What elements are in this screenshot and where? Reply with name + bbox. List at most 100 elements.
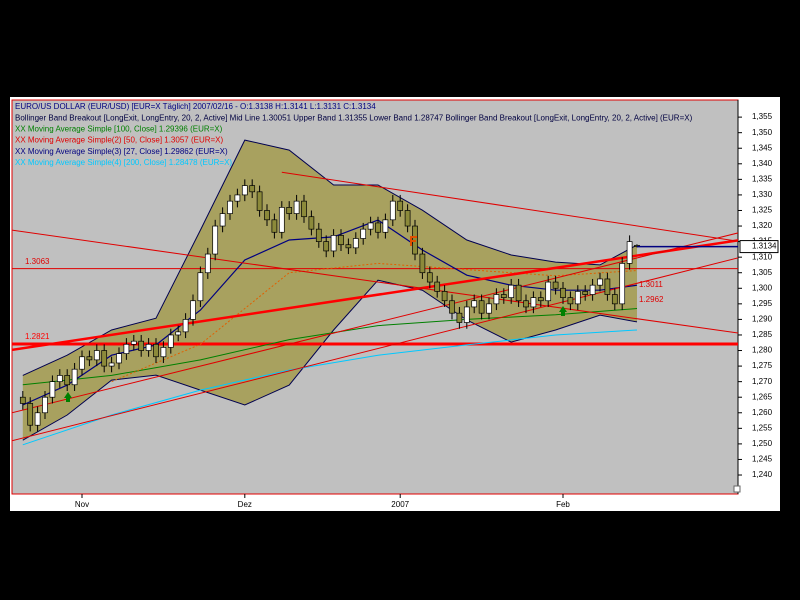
candle-body [271,219,278,233]
y-tick-label: 1,240 [752,470,773,479]
candle-body [175,331,182,336]
candle-body [604,278,611,295]
candle-body [227,200,233,214]
candle-body [486,303,492,314]
candle-body [426,272,433,283]
y-tick-label: 1,295 [752,299,773,308]
trend-line [12,257,738,442]
candle-body [204,253,211,274]
candle-body [123,343,130,354]
x-tick-label: 2007 [391,500,409,509]
candle-body [323,241,330,252]
candle-body [626,241,633,264]
candle-body [537,297,544,302]
y-tick-label: 1,250 [752,439,773,448]
legend-entry: Bollinger Band Breakout [LongExit, LongE… [15,113,693,122]
candle-body [375,222,381,233]
resize-corner [733,485,741,493]
candle-body [278,207,285,233]
candle-body [71,368,78,386]
price-label: 1.3011 [639,280,663,289]
candle-body [397,200,404,211]
y-tick-label: 1,285 [752,330,773,339]
y-tick-label: 1,260 [752,408,773,417]
candle-body [582,291,589,295]
candle-body [249,185,256,193]
candle-body [182,319,189,333]
candle-body [434,281,441,292]
candle-body [160,347,167,358]
x-tick-label: Dez [238,500,252,509]
y-tick-label: 1,350 [752,128,773,137]
candle-body [574,291,581,305]
moving-average [111,262,638,383]
candle-body [404,210,411,227]
price-label: 1.2962 [639,295,664,304]
y-tick-label: 1,310 [752,252,773,261]
x-tick-label: Feb [556,500,570,509]
candle-body [64,375,71,386]
candle-body [367,222,374,230]
y-tick-label: 1,300 [752,283,773,292]
candle-body [308,216,315,230]
candle-body [212,225,219,255]
y-tick-label: 1,270 [752,377,773,386]
buy-arrow [64,392,72,402]
candle-body [153,343,159,358]
y-tick-label: 1,335 [752,174,773,183]
candle-body [130,340,137,345]
candle-body [293,200,300,214]
candle-body [515,284,522,302]
y-tick-label: 1,280 [752,346,773,355]
candle-body [419,253,426,274]
candle-body [190,300,196,320]
candle-body [86,356,93,361]
candle-body [478,300,485,314]
x-tick-label: Nov [75,500,89,509]
candle-body [19,396,26,404]
candle-body [219,213,226,227]
exit-marker [410,236,417,246]
candle-body [545,281,552,302]
legend-entry: XX Moving Average Simple(4) [200, Close]… [15,158,232,167]
candle-body [138,340,145,351]
candle-body [93,350,100,361]
y-tick-label: 1,330 [752,190,773,199]
candle-body [463,306,470,323]
candle-body [145,343,152,351]
candle-body [241,185,248,196]
candle-body [619,263,626,305]
level-label: 1.3063 [25,257,50,266]
candle-body [338,235,344,246]
candle-body [360,228,367,239]
candle-body [256,191,263,211]
y-tick-label: 1,305 [752,268,773,277]
candle-body [108,362,115,367]
candle-body [523,300,529,308]
candle-body [456,312,463,323]
legend-entry: XX Moving Average Simple [100, Close] 1.… [15,125,223,134]
buy-arrow [559,306,567,316]
y-tick-label: 1,320 [752,221,773,230]
y-tick-label: 1,255 [752,423,773,432]
candle-body [79,356,85,370]
candle-body [197,272,204,302]
candle-body [116,353,122,364]
trend-line [12,229,738,334]
candle-body [508,284,515,298]
candle-body [286,207,293,214]
last-price-label: 1.3134 [752,242,777,251]
candle-body [552,281,559,289]
y-tick-label: 1,340 [752,159,773,168]
y-tick-label: 1,355 [752,112,773,121]
candle-body [389,200,396,221]
y-tick-label: 1,290 [752,315,773,324]
candle-body [493,294,500,305]
trend-line [281,171,738,242]
trend-line [12,232,738,414]
candle-body [597,278,603,286]
trend-line [12,239,738,352]
y-tick-label: 1,245 [752,455,773,464]
candle-body [500,294,507,298]
